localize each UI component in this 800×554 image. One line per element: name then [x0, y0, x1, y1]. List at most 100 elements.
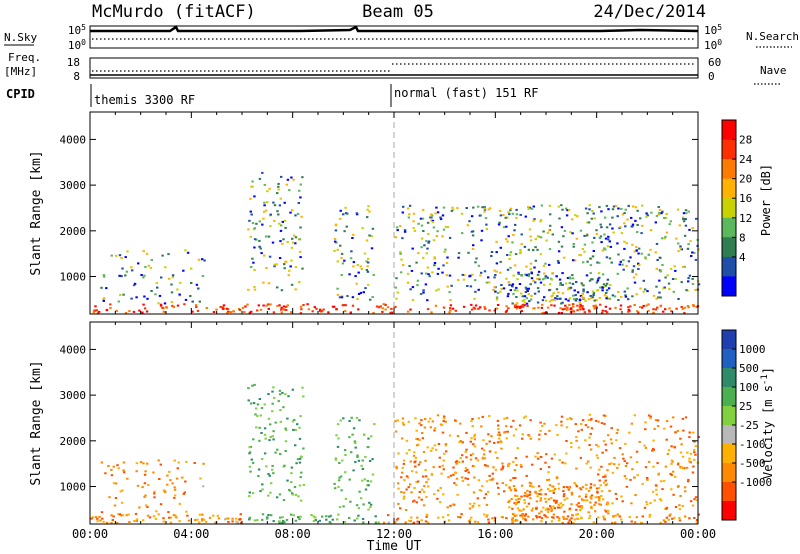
power-echo-cell — [517, 271, 520, 274]
power-echo-cell — [377, 306, 381, 309]
power-echo-cell — [306, 303, 309, 306]
velocity-echo-cell — [535, 500, 539, 503]
power-echo-cell — [341, 262, 345, 265]
velocity-echo-cell — [510, 425, 513, 428]
velocity-echo-cell — [542, 506, 545, 509]
power-echo-cell — [196, 309, 200, 312]
velocity-echo-cell — [144, 494, 147, 497]
power-echo-cell — [396, 291, 399, 294]
velocity-echo-cell — [338, 462, 341, 464]
power-echo-cell — [145, 252, 149, 255]
power-echo-cell — [412, 227, 415, 230]
velocity-echo-cell — [412, 521, 415, 524]
power-echo-cell — [550, 298, 554, 301]
velocity-echo-cell — [587, 460, 590, 463]
power-echo-cell — [623, 240, 626, 243]
velocity-echo-cell — [442, 452, 446, 455]
power-echo-cell — [655, 242, 659, 245]
velocity-echo-cell — [444, 420, 447, 423]
velocity-echo-cell — [153, 490, 156, 493]
power-echo-cell — [691, 282, 695, 285]
velocity-echo-cell — [342, 505, 345, 508]
power-echo-cell — [511, 241, 514, 244]
velocity-echo-cell — [544, 497, 547, 500]
power-echo-cell — [474, 304, 478, 307]
velocity-echo-cell — [600, 495, 603, 497]
velocity-echo-cell — [481, 415, 484, 418]
velocity-echo-cell — [692, 465, 695, 468]
power-echo-cell — [586, 221, 589, 224]
velocity-echo-cell — [278, 493, 282, 496]
power-echo-cell — [446, 226, 450, 229]
velocity-echo-cell — [532, 485, 535, 488]
velocity-echo-cell — [567, 521, 570, 524]
power-echo-cell — [557, 205, 560, 208]
power-echo-cell — [264, 209, 268, 212]
power-echo-cell — [357, 271, 360, 274]
velocity-echo-cell — [590, 427, 594, 430]
power-echo-cell — [346, 295, 349, 297]
power-echo-cell — [545, 299, 548, 302]
power-echo-cell — [227, 310, 230, 313]
velocity-echo-cell — [487, 518, 490, 521]
power-echo-cell — [539, 281, 543, 284]
velocity-echo-cell — [452, 466, 455, 469]
velocity-echo-cell — [442, 459, 445, 462]
velocity-echo-cell — [563, 510, 566, 513]
velocity-echo-cell — [397, 482, 400, 485]
velocity-echo-cell — [600, 490, 604, 493]
power-echo-cell — [130, 297, 133, 300]
velocity-echo-cell — [604, 474, 607, 477]
velocity-echo-cell — [500, 447, 503, 450]
power-echo-cell — [342, 304, 346, 306]
power-echo-cell — [631, 223, 635, 226]
power-echo-cell — [575, 281, 578, 283]
velocity-echo-cell — [551, 485, 554, 488]
power-echo-cell — [480, 239, 483, 242]
velocity-echo-cell — [651, 490, 655, 493]
power-echo-cell — [599, 286, 602, 289]
velocity-echo-cell — [96, 517, 99, 520]
power-echo-cell — [344, 304, 347, 307]
velocity-echo-cell — [547, 508, 550, 511]
velocity-echo-cell — [681, 455, 685, 458]
power-echo-cell — [250, 213, 253, 216]
power-echo-cell — [322, 308, 325, 311]
velocity-echo-cell — [470, 437, 473, 440]
velocity-echo-cell — [515, 498, 518, 501]
power-echo-cell — [133, 284, 136, 287]
power-echo-cell — [608, 297, 611, 300]
power-echo-cell — [658, 291, 661, 294]
velocity-echo-cell — [538, 489, 541, 492]
power-echo-cell — [566, 209, 569, 212]
power-echo-cell — [402, 264, 405, 267]
power-echo-cell — [604, 310, 607, 313]
velocity-echo-cell — [419, 461, 422, 464]
velocity-echo-cell — [496, 419, 500, 422]
velocity-echo-cell — [679, 451, 683, 454]
velocity-echo-cell — [597, 445, 600, 448]
velocity-echo-cell — [547, 466, 551, 469]
velocity-echo-cell — [402, 459, 406, 462]
power-echo-cell — [686, 247, 690, 250]
velocity-echo-cell — [318, 519, 321, 522]
velocity-echo-cell — [618, 515, 621, 518]
power-echo-cell — [507, 307, 510, 310]
power-echo-cell — [357, 293, 361, 295]
velocity-echo-cell — [691, 471, 695, 474]
velocity-echo-cell — [473, 520, 477, 523]
nsky-tick-high: 105 — [68, 23, 86, 37]
velocity-colorbar-swatch — [722, 349, 736, 369]
power-echo-cell — [495, 270, 498, 273]
power-echo-cell — [650, 211, 653, 214]
velocity-echo-cell — [239, 513, 242, 516]
power-echo-cell — [601, 286, 604, 289]
velocity-echo-cell — [684, 416, 688, 419]
velocity-echo-cell — [269, 423, 272, 426]
power-echo-cell — [654, 221, 657, 224]
velocity-echo-cell — [436, 414, 440, 417]
velocity-echo-cell — [429, 417, 432, 420]
station-title: McMurdo (fitACF) — [92, 2, 256, 22]
velocity-echo-cell — [497, 424, 500, 427]
